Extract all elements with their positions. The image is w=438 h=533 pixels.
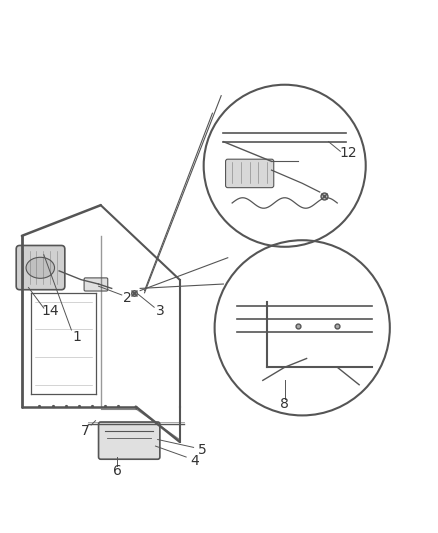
Text: 12: 12 bbox=[339, 147, 357, 160]
Text: 7: 7 bbox=[81, 424, 90, 438]
Text: 5: 5 bbox=[198, 443, 207, 457]
FancyBboxPatch shape bbox=[84, 278, 108, 291]
Text: 1: 1 bbox=[72, 329, 81, 344]
Text: 8: 8 bbox=[280, 398, 289, 411]
Text: 4: 4 bbox=[191, 454, 199, 467]
Text: 3: 3 bbox=[155, 304, 164, 318]
FancyBboxPatch shape bbox=[226, 159, 274, 188]
Text: 6: 6 bbox=[113, 464, 122, 479]
Text: 14: 14 bbox=[42, 304, 59, 318]
Text: 2: 2 bbox=[123, 291, 131, 305]
FancyBboxPatch shape bbox=[99, 422, 160, 459]
FancyBboxPatch shape bbox=[16, 246, 65, 290]
Ellipse shape bbox=[26, 257, 54, 278]
